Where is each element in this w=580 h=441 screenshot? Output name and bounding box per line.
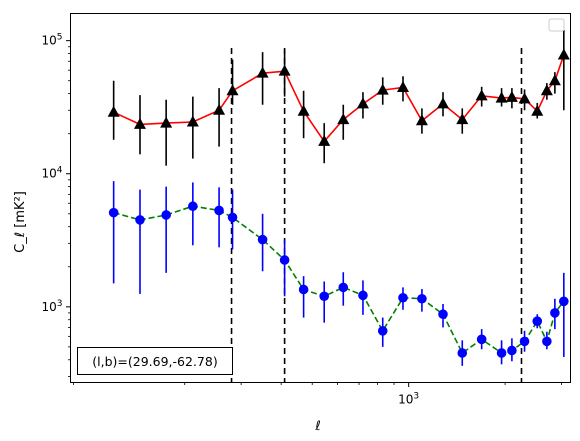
marker-circle-21 [519, 336, 530, 347]
marker-circle-9 [298, 284, 309, 295]
marker-triangle-8 [278, 64, 291, 76]
marker-triangle-7 [256, 66, 269, 78]
annotation-box [77, 347, 233, 375]
marker-circle-19 [496, 348, 507, 358]
y-axis-label: C_ℓ [mK²] [13, 191, 28, 253]
marker-circle-14 [398, 292, 408, 303]
marker-triangle-3 [160, 116, 173, 128]
marker-triangle-22 [531, 104, 544, 116]
marker-triangle-9 [297, 104, 310, 116]
marker-triangle-18 [475, 89, 488, 101]
marker-circle-13 [377, 326, 388, 336]
marker-circle-12 [358, 290, 368, 301]
marker-triangle-10 [318, 134, 331, 146]
marker-circle-8 [279, 255, 290, 265]
marker-circle-4 [188, 201, 198, 212]
marker-circle-16 [438, 309, 448, 320]
marker-circle-11 [338, 282, 349, 293]
axes-frame [70, 13, 571, 383]
marker-circle-7 [257, 234, 268, 245]
marker-circle-22 [532, 316, 543, 326]
marker-triangle-6 [226, 84, 239, 96]
marker-circle-5 [214, 205, 224, 216]
marker-triangle-24 [548, 74, 561, 86]
marker-triangle-13 [376, 83, 389, 95]
marker-triangle-14 [396, 80, 409, 92]
plot-layer [107, 30, 570, 383]
marker-triangle-15 [415, 114, 428, 126]
marker-triangle-11 [337, 113, 350, 125]
marker-triangle-17 [456, 113, 469, 125]
marker-triangle-20 [505, 90, 518, 102]
marker-triangle-12 [356, 97, 369, 109]
marker-triangle-1 [107, 105, 120, 117]
marker-circle-1 [108, 207, 119, 218]
marker-triangle-21 [518, 92, 531, 104]
marker-triangle-5 [213, 103, 226, 115]
annotation-text: (l,b)=(29.69,-62.78) [92, 354, 217, 369]
marker-circle-3 [161, 210, 171, 220]
marker-circle-24 [550, 308, 560, 318]
marker-circle-6 [227, 212, 238, 223]
marker-triangle-4 [186, 115, 199, 127]
x-axis-label: ℓ [314, 419, 320, 434]
marker-circle-25 [559, 296, 569, 307]
marker-circle-2 [135, 215, 145, 225]
legend-box [548, 18, 565, 32]
marker-circle-18 [476, 334, 487, 345]
marker-circle-17 [457, 348, 468, 358]
marker-circle-15 [417, 293, 427, 304]
marker-triangle-23 [540, 84, 553, 96]
marker-circle-20 [507, 345, 517, 356]
marker-circle-10 [319, 291, 330, 302]
marker-triangle-16 [437, 97, 450, 109]
marker-triangle-25 [557, 48, 570, 60]
marker-triangle-19 [495, 91, 508, 103]
marker-circle-23 [542, 336, 552, 347]
marker-triangle-2 [133, 117, 146, 129]
